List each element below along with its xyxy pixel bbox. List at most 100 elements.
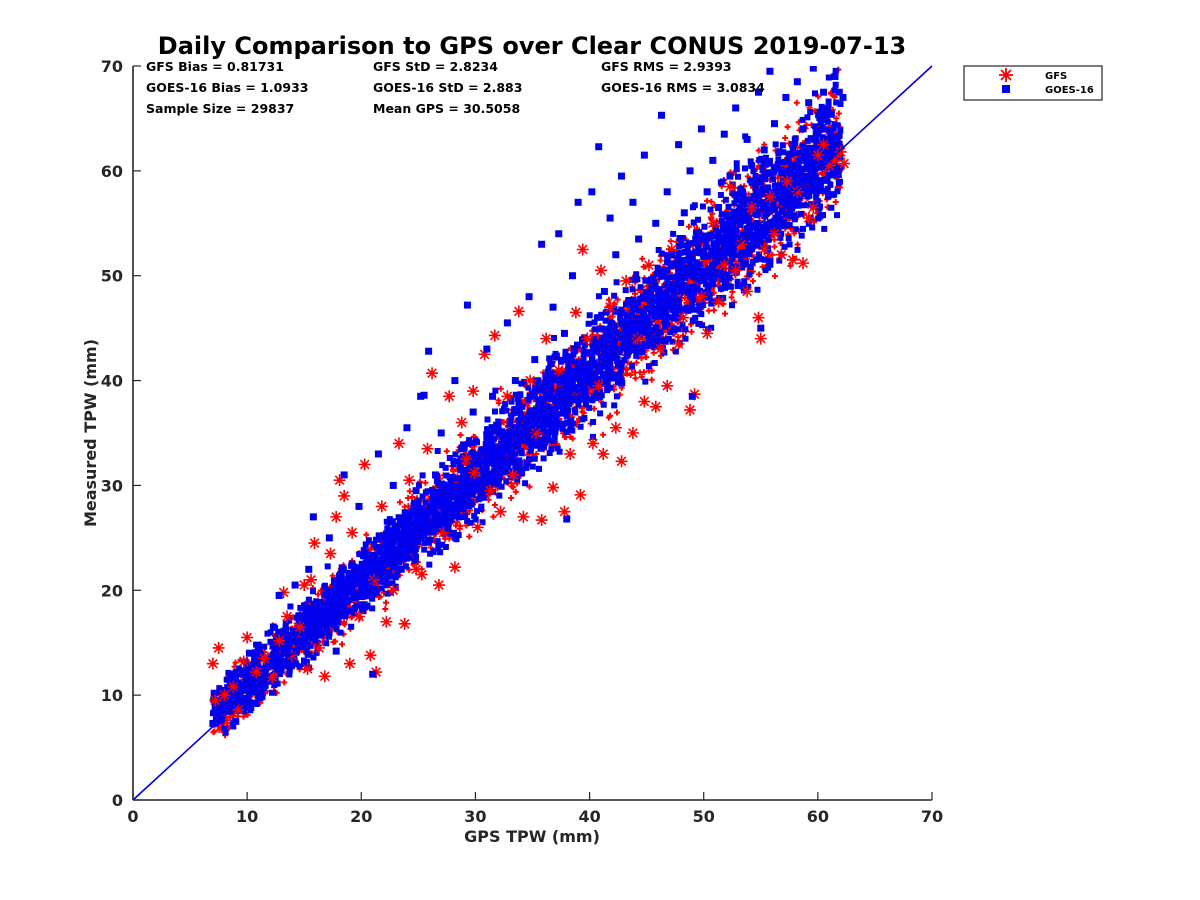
gfs-point — [718, 259, 731, 272]
goes16-point — [531, 356, 539, 364]
gfs-point — [512, 305, 525, 318]
goes16-point — [720, 130, 728, 138]
gfs-point — [241, 631, 254, 644]
gfs-point — [478, 348, 491, 361]
goes16-point — [374, 450, 382, 458]
gfs-point — [620, 274, 633, 287]
gfs-point — [343, 657, 356, 670]
goes16-point — [425, 347, 433, 355]
gfs-point — [380, 615, 393, 628]
goes16-point — [340, 471, 348, 479]
gfs-point — [338, 489, 351, 502]
y-axis-label: Measured TPW (mm) — [81, 339, 100, 527]
gfs-point — [460, 453, 473, 466]
gfs-point — [266, 671, 279, 684]
goes16-point — [309, 513, 317, 521]
gfs-point — [649, 400, 662, 413]
gfs-point — [467, 385, 480, 398]
goes16-rms-text: GOES-16 RMS = 3.0834 — [601, 80, 765, 95]
gfs-point — [209, 694, 222, 707]
goes16-point — [477, 492, 485, 500]
gfs-point — [305, 573, 318, 586]
gfs-point — [638, 395, 651, 408]
goes16-bias-text: GOES-16 Bias = 1.0933 — [146, 80, 308, 95]
mean-gps-text: Mean GPS = 30.5058 — [373, 101, 520, 116]
goes16-point — [668, 251, 676, 259]
goes16-point — [397, 565, 405, 573]
gfs-point — [631, 332, 644, 345]
gfs-point — [592, 379, 605, 392]
gfs-point — [364, 649, 377, 662]
goes16-std-text: GOES-16 StD = 2.883 — [373, 80, 522, 95]
goes16-point — [555, 230, 563, 238]
gfs-point — [615, 455, 628, 468]
goes16-point — [732, 104, 740, 112]
goes16-point — [839, 93, 847, 101]
goes16-point — [697, 125, 705, 133]
goes16-point — [743, 135, 751, 143]
goes16-point — [332, 647, 340, 655]
goes16-point — [348, 560, 356, 568]
gfs-point — [823, 159, 836, 172]
goes16-point — [825, 151, 833, 159]
goes16-point — [703, 188, 711, 196]
gfs-point — [706, 217, 719, 230]
gfs-std-text: GFS StD = 2.8234 — [373, 59, 498, 74]
y-tick-label: 10 — [101, 686, 123, 705]
gfs-point — [581, 332, 594, 345]
goes16-point — [560, 329, 568, 337]
gfs-point — [701, 327, 714, 340]
gfs-point — [437, 526, 450, 539]
goes16-point — [489, 392, 497, 400]
legend: GFS GOES-16 — [963, 65, 1103, 101]
gfs-bias-text: GFS Bias = 0.81731 — [146, 59, 284, 74]
gfs-point — [293, 620, 306, 633]
gfs-point — [529, 427, 542, 439]
gfs-point — [232, 703, 245, 716]
gfs-point — [838, 157, 851, 170]
goes16-point — [574, 198, 582, 206]
goes16-point — [389, 481, 397, 489]
goes16-point — [305, 565, 313, 573]
goes16-point — [692, 235, 700, 243]
goes16-point — [820, 88, 828, 96]
goes16-point — [497, 429, 505, 437]
gfs-point — [754, 332, 767, 345]
gfs-point — [752, 311, 765, 324]
x-axis-label: GPS TPW (mm) — [464, 827, 600, 846]
goes16-point — [363, 602, 371, 610]
gfs-point — [535, 514, 548, 527]
x-tick-label: 60 — [807, 807, 829, 826]
goes16-point — [563, 515, 571, 523]
gfs-point — [398, 617, 411, 630]
goes16-point — [809, 66, 817, 72]
gfs-point — [387, 584, 400, 597]
goes16-point — [805, 99, 813, 107]
gfs-point — [791, 185, 804, 198]
gfs-point — [227, 680, 240, 693]
goes16-point — [600, 287, 608, 295]
gfs-point — [471, 521, 484, 534]
goes16-point — [755, 88, 763, 96]
y-tick-label: 50 — [101, 267, 123, 286]
gfs-point — [206, 657, 219, 670]
gfs-point — [672, 337, 685, 350]
gfs-point — [298, 579, 311, 592]
plot-area — [206, 66, 851, 739]
goes16-point — [382, 534, 390, 542]
x-tick-label: 10 — [236, 807, 258, 826]
gfs-point — [775, 248, 788, 261]
gfs-point — [507, 468, 520, 481]
goes16-density-marks — [210, 67, 844, 736]
goes16-point — [793, 78, 801, 86]
sample-size-text: Sample Size = 29837 — [146, 101, 294, 116]
gfs-point — [237, 655, 250, 668]
goes16-point — [269, 623, 277, 631]
goes16-point — [799, 125, 807, 133]
gfs-point — [524, 374, 537, 387]
y-tick-label: 0 — [112, 791, 123, 810]
goes16-point — [688, 392, 696, 400]
goes16-point — [726, 172, 734, 180]
x-axis-ticks: 0 10 20 30 40 50 60 70 — [127, 792, 943, 826]
y-tick-label: 20 — [101, 581, 123, 600]
